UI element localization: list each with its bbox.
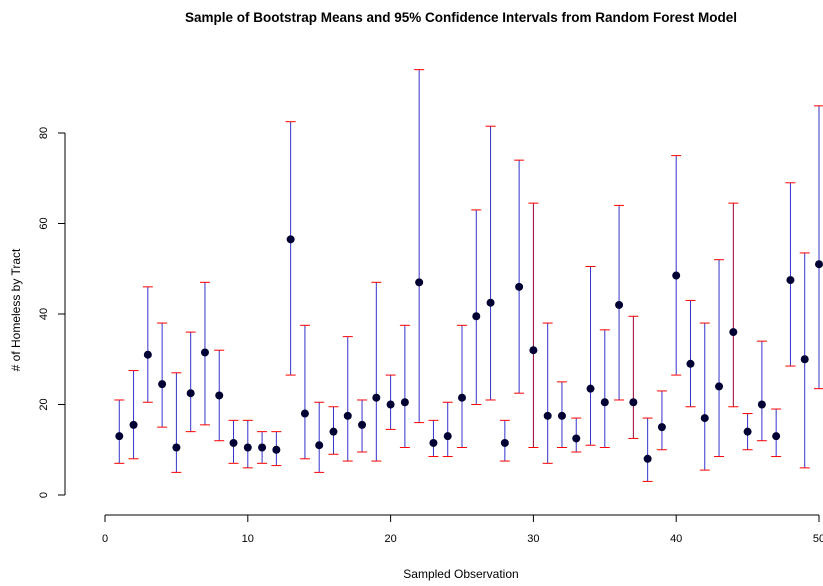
mean-point: [757, 400, 766, 409]
mean-point: [729, 328, 738, 337]
mean-point: [486, 298, 495, 307]
mean-point: [629, 398, 638, 407]
mean-point: [586, 384, 595, 393]
mean-point: [129, 420, 138, 429]
mean-point: [686, 359, 695, 368]
mean-point: [343, 411, 352, 420]
mean-point: [115, 432, 124, 441]
mean-point: [615, 300, 624, 309]
mean-point: [243, 443, 252, 452]
mean-point: [200, 348, 209, 357]
mean-point: [386, 400, 395, 409]
x-tick-label: 50: [813, 533, 823, 545]
mean-point: [372, 393, 381, 402]
mean-point: [643, 454, 652, 463]
mean-point: [543, 411, 552, 420]
mean-point: [400, 398, 409, 407]
mean-point: [215, 391, 224, 400]
mean-point: [472, 312, 481, 321]
mean-point: [229, 438, 238, 447]
x-tick-label: 0: [102, 533, 108, 545]
mean-point: [772, 432, 781, 441]
y-axis-label: # of Homeless by Tract: [9, 248, 23, 371]
mean-point: [429, 438, 438, 447]
mean-point: [815, 260, 823, 269]
y-tick-label: 40: [38, 308, 50, 320]
mean-point: [500, 438, 509, 447]
mean-point: [572, 434, 581, 443]
mean-point: [315, 441, 324, 450]
chart-title: Sample of Bootstrap Means and 95% Confid…: [185, 10, 737, 25]
mean-point: [743, 427, 752, 436]
x-axis: 0 10 20 30 40 50: [102, 514, 823, 545]
y-tick-label: 60: [38, 217, 50, 229]
mean-point: [415, 278, 424, 287]
mean-point: [786, 276, 795, 285]
mean-point: [557, 411, 566, 420]
mean-point: [600, 398, 609, 407]
mean-point: [272, 445, 281, 454]
x-axis-label: Sampled Observation: [403, 567, 518, 581]
mean-point: [286, 235, 295, 244]
mean-point: [172, 443, 181, 452]
mean-point: [715, 382, 724, 391]
mean-point: [143, 350, 152, 359]
y-axis: 0 20 40 60 80: [38, 127, 66, 498]
y-tick-label: 20: [38, 398, 50, 410]
mean-point: [529, 346, 538, 355]
mean-point: [700, 414, 709, 423]
mean-point: [329, 427, 338, 436]
x-tick-label: 40: [670, 533, 682, 545]
mean-point: [186, 389, 195, 398]
mean-point: [258, 443, 267, 452]
x-tick-label: 10: [242, 533, 254, 545]
confidence-intervals: [114, 69, 823, 482]
mean-point: [443, 432, 452, 441]
bootstrap-means: [115, 235, 823, 463]
mean-point: [657, 423, 666, 432]
x-tick-label: 20: [384, 533, 396, 545]
mean-point: [458, 393, 466, 402]
y-tick-label: 80: [38, 127, 50, 139]
mean-point: [158, 380, 167, 389]
mean-point: [515, 282, 524, 291]
mean-point: [800, 355, 809, 364]
mean-point: [358, 420, 367, 429]
y-tick-label: 0: [38, 492, 50, 498]
mean-point: [300, 409, 309, 418]
mean-point: [672, 271, 681, 280]
x-tick-label: 30: [527, 533, 539, 545]
